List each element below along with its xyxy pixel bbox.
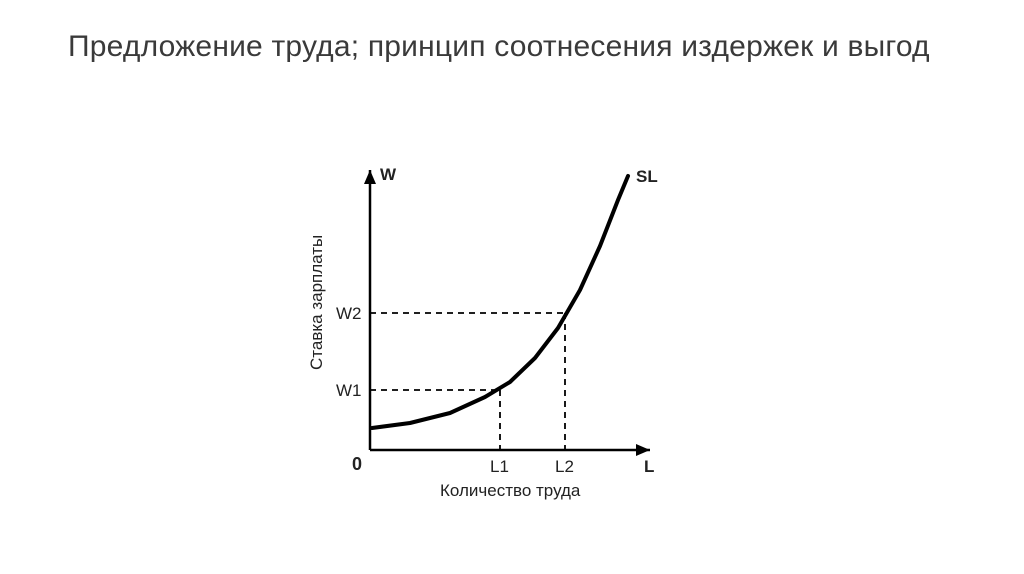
slide-title: Предложение труда; принцип соотнесения и…: [68, 28, 956, 66]
w1-label: W1: [336, 381, 362, 400]
x-axis-arrow: [636, 444, 650, 456]
l2-label: L2: [555, 457, 574, 476]
origin-label: 0: [352, 454, 362, 474]
l1-label: L1: [490, 457, 509, 476]
supply-chart: W SL L 0 W1 W2 L1 L2 Ставка зарплаты Количество т…: [300, 150, 720, 530]
y-axis-title: Ставка зарплаты: [307, 235, 326, 370]
w2-label: W2: [336, 304, 362, 323]
y-axis-arrow: [364, 170, 376, 184]
curve-label: SL: [636, 167, 658, 186]
x-axis-right-label: L: [644, 457, 654, 476]
y-axis-top-label: W: [380, 165, 397, 184]
x-axis-title: Количество труда: [440, 481, 581, 500]
supply-curve: [372, 176, 628, 428]
